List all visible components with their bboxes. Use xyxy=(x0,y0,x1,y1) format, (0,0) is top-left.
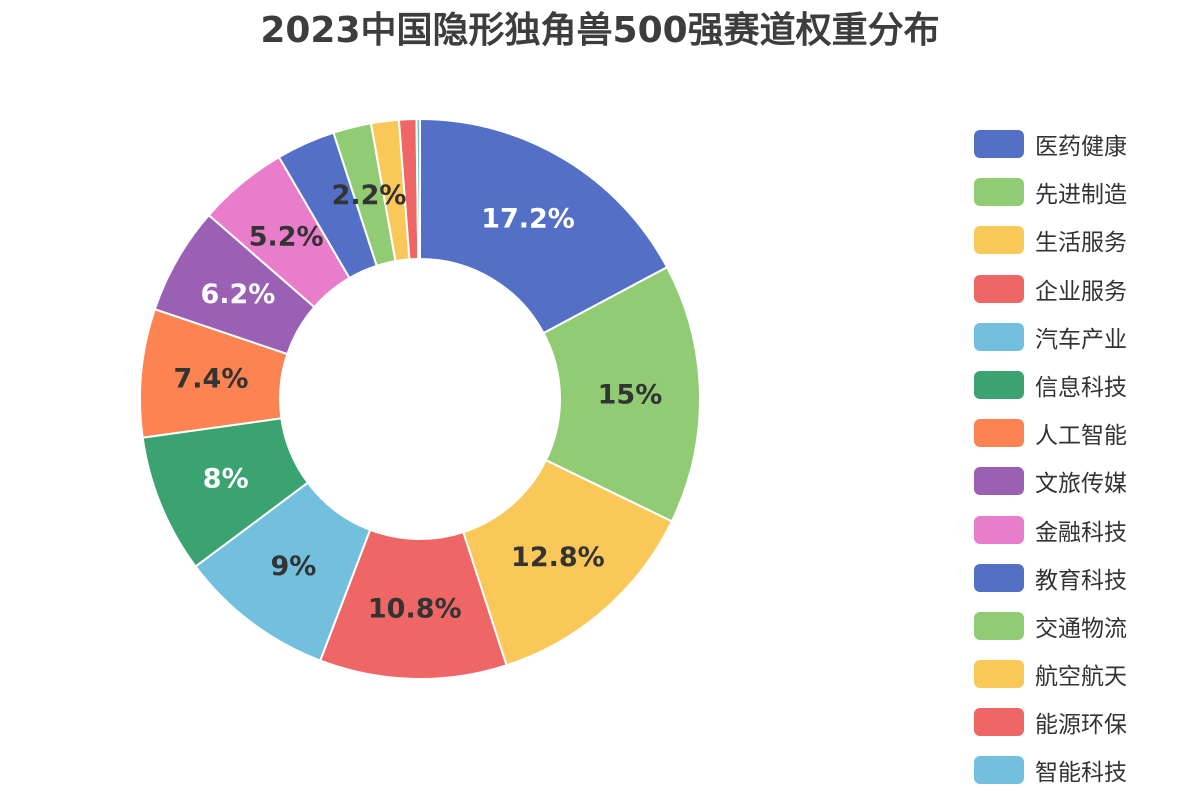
legend-label: 企业服务 xyxy=(1035,278,1127,305)
slice-label-11: 2.2% xyxy=(332,180,407,211)
legend-item-9[interactable]: 金融科技 xyxy=(974,514,1194,546)
slice-label-8: 6.2% xyxy=(200,279,275,310)
legend-item-11[interactable]: 交通物流 xyxy=(974,610,1194,642)
legend-label: 教育科技 xyxy=(1035,567,1127,594)
legend-swatch xyxy=(974,130,1024,158)
legend-label: 生活服务 xyxy=(1035,230,1127,257)
donut-slice-2[interactable] xyxy=(542,266,701,523)
legend-item-5[interactable]: 汽车产业 xyxy=(974,321,1194,353)
slice-label-3: 12.8% xyxy=(511,542,605,573)
legend-swatch xyxy=(974,660,1024,689)
slice-label-2: 15% xyxy=(598,380,663,411)
legend-label: 信息科技 xyxy=(1035,374,1127,401)
legend-item-6[interactable]: 信息科技 xyxy=(974,369,1194,401)
legend-label: 智能科技 xyxy=(1035,760,1127,787)
slice-label-9: 5.2% xyxy=(249,222,324,253)
legend-item-12[interactable]: 航空航天 xyxy=(974,658,1194,690)
slice-label-7: 7.4% xyxy=(173,364,248,395)
slice-label-1: 17.2% xyxy=(481,203,575,234)
legend-label: 人工智能 xyxy=(1035,423,1127,450)
legend-swatch xyxy=(974,611,1024,640)
legend-label: 交通物流 xyxy=(1035,615,1127,642)
donut-slice-1[interactable] xyxy=(419,118,669,335)
legend-item-13[interactable]: 能源环保 xyxy=(974,706,1194,738)
chart-legend: 医药健康先进制造生活服务企业服务汽车产业信息科技人工智能文旅传媒金融科技教育科技… xyxy=(974,128,1194,803)
legend-swatch xyxy=(974,178,1024,207)
legend-label: 能源环保 xyxy=(1035,712,1127,739)
legend-label: 先进制造 xyxy=(1035,182,1127,209)
legend-item-7[interactable]: 人工智能 xyxy=(974,417,1194,449)
legend-swatch xyxy=(974,708,1024,737)
legend-swatch xyxy=(974,322,1024,351)
slice-label-4: 10.8% xyxy=(368,593,462,624)
legend-swatch xyxy=(974,467,1024,496)
legend-item-2[interactable]: 先进制造 xyxy=(974,176,1194,208)
legend-swatch xyxy=(974,756,1024,785)
legend-label: 航空航天 xyxy=(1035,664,1127,691)
legend-swatch xyxy=(974,419,1024,448)
legend-label: 金融科技 xyxy=(1035,519,1127,546)
slice-label-6: 8% xyxy=(203,463,249,494)
legend-item-8[interactable]: 文旅传媒 xyxy=(974,465,1194,497)
legend-item-3[interactable]: 生活服务 xyxy=(974,224,1194,256)
legend-swatch xyxy=(974,274,1024,303)
legend-item-1[interactable]: 医药健康 xyxy=(974,128,1194,160)
donut-slice-3[interactable] xyxy=(462,459,673,667)
donut-slice-labels: 17.2% 15% 12.8% 10.8% 9% 8% 7.4% 6.2% 5.2% 2.2% xyxy=(173,180,662,625)
legend-label: 文旅传媒 xyxy=(1035,471,1127,498)
slice-label-5: 9% xyxy=(270,551,316,582)
legend-item-4[interactable]: 企业服务 xyxy=(974,273,1194,305)
legend-swatch xyxy=(974,515,1024,544)
legend-label: 医药健康 xyxy=(1035,134,1127,160)
legend-swatch xyxy=(974,370,1024,399)
donut-slice-14[interactable] xyxy=(415,117,421,261)
legend-item-10[interactable]: 教育科技 xyxy=(974,562,1194,594)
donut-slices xyxy=(139,117,701,680)
legend-item-14[interactable]: 智能科技 xyxy=(974,754,1194,786)
legend-swatch xyxy=(974,563,1024,592)
legend-swatch xyxy=(974,226,1024,255)
chart-title: 2023中国隐形独角兽500强赛道权重分布 xyxy=(260,10,940,51)
legend-label: 汽车产业 xyxy=(1035,326,1127,353)
